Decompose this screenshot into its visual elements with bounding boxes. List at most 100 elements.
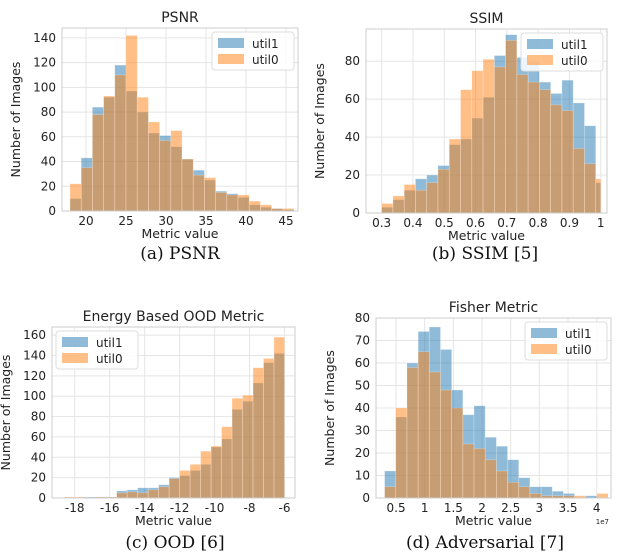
- bar-util0: [448, 138, 461, 214]
- bar-util0: [473, 448, 486, 499]
- bar-util0: [192, 174, 205, 212]
- y-tick-label: 20: [41, 179, 56, 193]
- y-tick-label: 160: [23, 328, 46, 342]
- x-tick-label: 20: [78, 214, 93, 228]
- bar-util0: [437, 169, 450, 214]
- chart-title: Fisher Metric: [449, 300, 538, 316]
- bar-util0: [415, 189, 428, 214]
- bar-util0: [516, 74, 529, 214]
- x-tick-label: 2: [478, 501, 486, 515]
- chart-title: SSIM: [470, 11, 504, 27]
- y-tick-label: 0: [38, 491, 46, 505]
- bar-util0: [204, 177, 216, 212]
- y-tick-label: 70: [355, 334, 370, 348]
- x-tick-label: -18: [65, 501, 85, 515]
- x-tick-label: -14: [135, 501, 155, 515]
- x-tick-label: -6: [279, 501, 291, 515]
- bar-util0: [518, 486, 531, 499]
- y-tick-label: 80: [31, 410, 46, 424]
- bar-util0: [595, 178, 602, 214]
- bar-util0: [451, 407, 464, 499]
- legend-swatch-util0: [62, 353, 88, 363]
- bar-util0: [116, 492, 128, 499]
- x-tick-label: 0.9: [560, 216, 579, 230]
- bar-util0: [403, 184, 416, 214]
- bar-util0: [527, 81, 540, 214]
- legend-label-util0: util0: [252, 53, 279, 67]
- y-tick-label: 60: [31, 430, 46, 444]
- y-tick-label: 0: [352, 206, 360, 220]
- bar-util0: [252, 367, 264, 499]
- bar-util0: [505, 40, 518, 214]
- bar-util0: [200, 450, 212, 499]
- y-tick-label: 30: [355, 424, 370, 438]
- bar-util0: [210, 445, 222, 499]
- bar-util0: [426, 182, 439, 214]
- caption-psnr: (a) PSNR: [140, 244, 220, 264]
- bar-util0: [462, 443, 475, 499]
- y-tick-label: 40: [31, 450, 46, 464]
- bar-util0: [126, 491, 138, 499]
- bar-util0: [158, 486, 170, 499]
- bar-util0: [584, 163, 597, 214]
- x-tick-label: -10: [205, 501, 225, 515]
- bar-util0: [381, 203, 394, 214]
- x-tick-label: 0.7: [497, 216, 516, 230]
- y-tick-label: 20: [345, 168, 360, 182]
- bar-util0: [137, 492, 149, 499]
- bar-util0: [429, 371, 441, 499]
- x-axis-label: Metric value: [135, 513, 212, 528]
- x-tick-label: 1: [421, 501, 429, 515]
- bar-util0: [392, 195, 405, 214]
- x-tick-label: 0.3: [372, 216, 391, 230]
- bar-util0: [572, 148, 585, 214]
- y-tick-label: 80: [345, 54, 360, 68]
- y-axis-label: Number of Images: [0, 355, 13, 471]
- bar-util0: [125, 35, 138, 212]
- legend-label-util0: util0: [561, 54, 588, 68]
- bar-util0: [440, 389, 452, 499]
- y-tick-label: 80: [355, 311, 370, 325]
- legend-swatch-util1: [531, 328, 557, 338]
- legend-label-util0: util0: [96, 352, 123, 366]
- y-tick-label: 60: [355, 356, 370, 370]
- x-tick-label: 0.5: [435, 216, 454, 230]
- x-tick-label: 2.5: [501, 501, 520, 515]
- y-tick-label: 80: [41, 105, 56, 119]
- x-tick-label: 0.6: [466, 216, 485, 230]
- bar-util0: [215, 192, 228, 212]
- bar-util0: [561, 110, 574, 214]
- x-tick-label: 3.5: [558, 501, 577, 515]
- y-tick-label: 120: [33, 56, 56, 70]
- caption-ood: (c) OOD [6]: [125, 533, 225, 553]
- bar-util0: [484, 459, 497, 499]
- x-tick-label: 30: [158, 214, 173, 228]
- bar-util0: [114, 74, 127, 212]
- bar-util0: [179, 470, 191, 499]
- legend-label-util1: util1: [561, 38, 588, 52]
- legend-swatch-util0: [527, 55, 553, 65]
- chart-3: 0.5 1 1.5 2 2.5 3 3.5 401020304050607080Fisher …: [322, 300, 612, 528]
- y-tick-label: 120: [23, 369, 46, 383]
- bar-util0: [231, 397, 243, 499]
- legend: util1 util0: [524, 321, 608, 361]
- legend-label-util1: util1: [96, 336, 123, 350]
- bar-util0: [103, 95, 116, 212]
- y-tick-label: 0: [362, 491, 370, 505]
- bar-util0: [529, 493, 542, 499]
- bar-util0: [170, 130, 183, 212]
- y-tick-label: 0: [48, 204, 56, 218]
- chart-title: Energy Based OOD Metric: [83, 309, 265, 325]
- legend-label-util1: util1: [252, 37, 279, 51]
- caption-ssim: (b) SSIM [5]: [431, 244, 539, 264]
- x-tick-label: 40: [238, 214, 253, 228]
- legend-label-util1: util1: [565, 327, 592, 341]
- x-tick-label: 0.5: [387, 501, 406, 515]
- bar-util0: [69, 183, 82, 212]
- y-tick-label: 140: [23, 349, 46, 363]
- bar-util0: [482, 59, 495, 214]
- y-tick-label: 40: [345, 130, 360, 144]
- bar-util0: [384, 486, 397, 499]
- legend-swatch-util0: [531, 344, 557, 354]
- caption-adversarial: (d) Adversarial [7]: [406, 533, 564, 553]
